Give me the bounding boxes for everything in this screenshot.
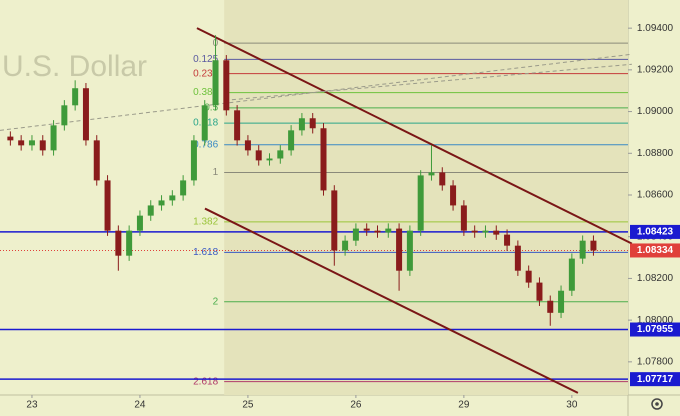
candle-body — [212, 60, 219, 106]
candle-body — [547, 300, 554, 313]
candle-body — [482, 230, 489, 233]
candle-body — [514, 245, 521, 271]
candle-body — [342, 240, 349, 251]
candle-body — [493, 230, 500, 235]
candle-body — [374, 230, 381, 233]
y-tick-label: 1.07800 — [637, 356, 674, 367]
watermark: U.S. Dollar — [2, 50, 147, 83]
settings-icon[interactable] — [651, 398, 663, 410]
price-badge — [630, 243, 680, 258]
candle-body — [558, 290, 565, 313]
x-tick-label: 23 — [26, 400, 38, 411]
fib-label: 2.618 — [193, 376, 218, 387]
candle-body — [7, 136, 14, 141]
fib-label: 0.382 — [193, 87, 218, 98]
candle-body — [223, 60, 230, 111]
candle-body — [363, 228, 370, 231]
x-tick-label: 29 — [458, 400, 470, 411]
candle-body — [115, 230, 122, 256]
candle-body — [234, 110, 241, 141]
candle-body — [460, 205, 467, 231]
candle-body — [50, 125, 57, 151]
fib-label: 1.382 — [193, 217, 218, 228]
fib-label: 1.618 — [193, 247, 218, 258]
y-tick-label: 1.08600 — [637, 190, 674, 201]
candle-body — [93, 140, 100, 181]
y-tick-label: 1.09400 — [637, 23, 674, 34]
candle-body — [104, 180, 111, 231]
fib-label: 2 — [213, 296, 219, 307]
y-tick-label: 1.08800 — [637, 148, 674, 159]
candle-body — [439, 172, 446, 186]
candle-body — [190, 140, 197, 181]
trend-line — [224, 63, 632, 101]
price-badge — [630, 322, 680, 337]
candle-body — [147, 205, 154, 216]
candle-body — [201, 105, 208, 141]
x-tick-label: 25 — [242, 400, 254, 411]
candle-body — [320, 128, 327, 191]
candle-body — [255, 150, 262, 161]
fib-label: 0.5 — [204, 102, 218, 113]
candle-body — [298, 118, 305, 131]
fib-label: 0.236 — [193, 68, 218, 79]
candle-body — [28, 140, 35, 146]
gear[interactable] — [651, 398, 663, 410]
candle-body — [568, 258, 575, 291]
fib-label: 0.786 — [193, 139, 218, 150]
x-tick-label: 26 — [350, 400, 362, 411]
fib-label: 1 — [213, 167, 219, 178]
candle-body — [288, 130, 295, 151]
x-tick-label: 30 — [566, 400, 578, 411]
candle-body — [406, 230, 413, 271]
fib-label: 0.125 — [193, 54, 218, 65]
candle-body — [158, 200, 165, 206]
price-badge — [630, 224, 680, 239]
candle-body — [82, 88, 89, 141]
price-badge-label: 1.07717 — [637, 374, 674, 385]
candle-body — [266, 158, 273, 161]
trend-line — [196, 27, 633, 245]
candle-body — [72, 88, 79, 106]
candle-body — [39, 140, 46, 151]
candle-body — [169, 195, 176, 201]
candle-body — [536, 282, 543, 301]
candle-body — [61, 105, 68, 126]
candle-body — [244, 140, 251, 151]
candle-body — [180, 180, 187, 196]
candle-body — [309, 118, 316, 129]
candle-body — [525, 270, 532, 283]
candle-body — [385, 228, 392, 233]
y-tick-label: 1.09200 — [637, 65, 674, 76]
gear-center[interactable] — [655, 402, 659, 406]
x-tick-label: 24 — [134, 400, 146, 411]
y-tick-label: 1.09000 — [637, 106, 674, 117]
candle-body — [428, 172, 435, 176]
price-badge-label: 1.08423 — [637, 227, 674, 238]
candle-body — [579, 240, 586, 259]
price-badge — [630, 372, 680, 387]
candle-body — [126, 230, 133, 256]
y-tick-label: 1.08200 — [637, 273, 674, 284]
price-badge-label: 1.08334 — [637, 245, 674, 256]
candle-body — [504, 234, 511, 246]
candle-body — [417, 175, 424, 231]
y-tick-label: 1.08000 — [637, 315, 674, 326]
candle-body — [590, 240, 597, 251]
trend-line — [204, 207, 579, 394]
candle-body — [471, 230, 478, 233]
price-badge-label: 1.07955 — [637, 324, 674, 335]
candle-body — [450, 185, 457, 206]
candle-body — [18, 140, 25, 146]
candle-body — [352, 228, 359, 241]
candle-body — [136, 215, 143, 231]
candle-body — [277, 150, 284, 159]
candle-body — [331, 190, 338, 251]
candle-body — [396, 228, 403, 271]
